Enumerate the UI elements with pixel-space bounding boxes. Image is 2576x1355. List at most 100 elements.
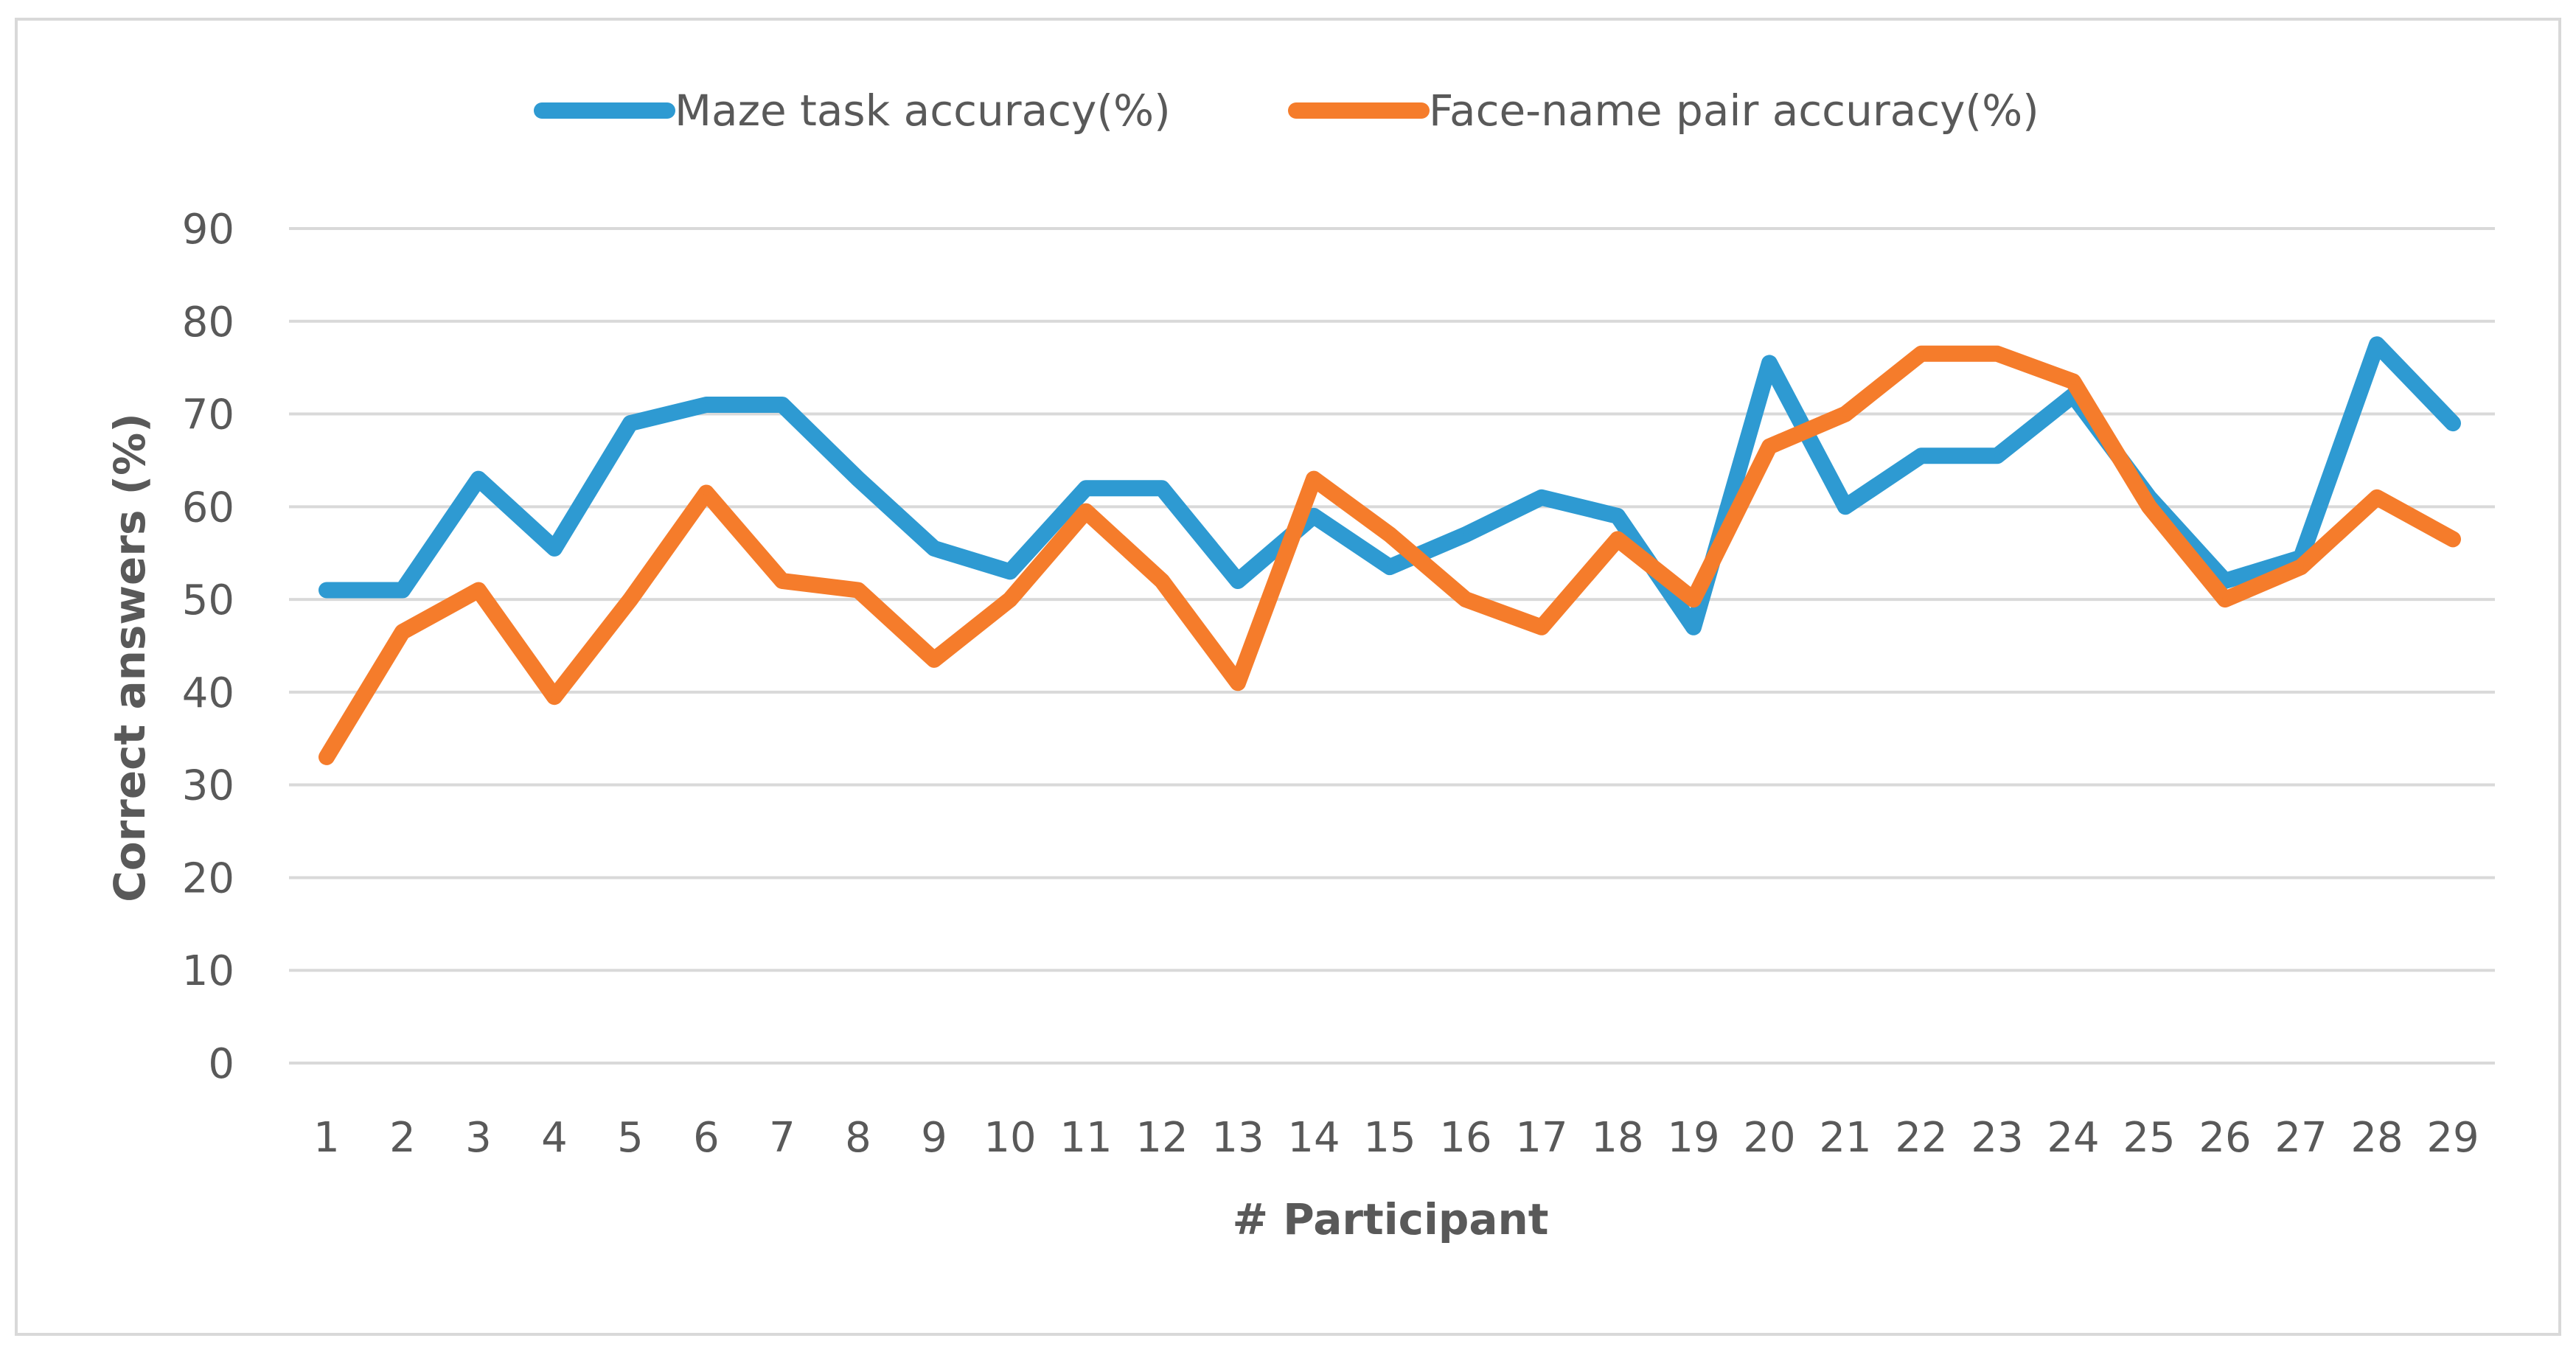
data-point-s1-11 (1083, 508, 1089, 515)
x-tick-label-8: 8 (845, 1114, 871, 1162)
data-point-s1-18 (1615, 536, 1621, 543)
x-tick-label-21: 21 (1819, 1114, 1871, 1162)
x-tick-label-13: 13 (1211, 1114, 1264, 1162)
data-point-s0-11 (1083, 485, 1089, 492)
x-tick-label-23: 23 (1971, 1114, 2023, 1162)
series-lines (318, 336, 2461, 765)
legend: Maze task accuracy(%) Face-name pair acc… (534, 86, 2039, 136)
x-tick-label-26: 26 (2199, 1114, 2251, 1162)
data-point-s1-8 (855, 587, 861, 593)
data-point-s0-23 (1994, 453, 2000, 459)
x-tick-label-12: 12 (1135, 1114, 1188, 1162)
data-point-s1-25 (2146, 504, 2152, 510)
x-tick-label-3: 3 (465, 1114, 492, 1162)
y-tick-label-80: 80 (182, 299, 234, 346)
x-tick-label-25: 25 (2123, 1114, 2175, 1162)
data-point-s0-4 (551, 545, 557, 551)
data-point-s0-16 (1463, 532, 1469, 538)
x-tick-label-22: 22 (1895, 1114, 1947, 1162)
data-point-s1-6 (703, 490, 709, 496)
data-point-s0-14 (1311, 512, 1317, 519)
data-point-s1-4 (551, 694, 557, 700)
data-point-s1-19 (1691, 596, 1696, 603)
data-point-s1-9 (931, 656, 937, 663)
y-tick-label-20: 20 (182, 854, 234, 902)
data-point-s0-29 (2450, 420, 2456, 427)
data-point-s1-23 (1994, 350, 2000, 357)
data-point-s0-7 (779, 401, 785, 408)
chart-border (15, 18, 2561, 1336)
data-point-s1-5 (627, 596, 633, 603)
y-tick-label-10: 10 (182, 947, 234, 995)
data-point-s1-7 (779, 577, 785, 584)
data-point-s0-1 (324, 587, 330, 593)
data-point-s0-17 (1539, 494, 1545, 501)
data-point-s1-1 (324, 753, 330, 760)
data-point-s0-2 (400, 587, 405, 593)
legend-label-maze: Maze task accuracy(%) (675, 86, 1171, 136)
x-tick-label-29: 29 (2426, 1114, 2479, 1162)
x-tick-label-20: 20 (1743, 1114, 1795, 1162)
data-point-s0-5 (627, 420, 633, 427)
data-point-s0-15 (1387, 564, 1393, 571)
x-tick-label-2: 2 (389, 1114, 416, 1162)
data-point-s0-8 (855, 476, 861, 482)
data-point-s0-9 (931, 545, 937, 551)
x-tick-label-27: 27 (2274, 1114, 2327, 1162)
data-point-s0-3 (476, 476, 481, 482)
gridlines (289, 227, 2495, 1065)
data-point-s1-29 (2450, 536, 2456, 543)
x-tick-label-4: 4 (541, 1114, 568, 1162)
data-point-s1-10 (1007, 596, 1013, 603)
data-point-s0-26 (2222, 577, 2228, 584)
data-point-s1-28 (2374, 494, 2380, 501)
data-point-s1-2 (400, 629, 405, 635)
y-tick-label-40: 40 (182, 669, 234, 717)
data-point-s0-28 (2374, 341, 2380, 348)
data-point-s0-18 (1615, 512, 1621, 519)
data-point-s0-13 (1235, 577, 1241, 584)
x-tick-label-16: 16 (1439, 1114, 1491, 1162)
y-tick-label-90: 90 (182, 206, 234, 254)
data-point-s1-14 (1311, 476, 1317, 482)
data-point-s1-17 (1539, 624, 1545, 630)
y-tick-label-30: 30 (182, 762, 234, 810)
data-point-s0-20 (1766, 360, 1772, 366)
legend-label-face-name: Face-name pair accuracy(%) (1429, 86, 2039, 136)
x-tick-label-9: 9 (921, 1114, 947, 1162)
data-point-s0-19 (1691, 624, 1696, 630)
data-point-s0-22 (1918, 453, 1924, 459)
y-tick-label-70: 70 (182, 391, 234, 439)
data-point-s1-21 (1842, 411, 1848, 417)
x-tick-label-6: 6 (693, 1114, 720, 1162)
x-tick-label-18: 18 (1591, 1114, 1643, 1162)
x-axis-title: # Participant (1232, 1194, 1548, 1244)
data-point-s0-10 (1007, 568, 1013, 575)
data-point-s1-3 (476, 587, 481, 593)
data-point-s1-26 (2222, 596, 2228, 603)
x-tick-label-28: 28 (2350, 1114, 2403, 1162)
x-tick-label-5: 5 (617, 1114, 644, 1162)
y-axis-ticks: 0 10 20 30 40 50 60 70 80 90 (182, 206, 234, 1088)
x-tick-label-24: 24 (2047, 1114, 2099, 1162)
x-tick-label-11: 11 (1059, 1114, 1112, 1162)
x-tick-label-15: 15 (1363, 1114, 1416, 1162)
y-axis-title: Correct answers (%) (105, 413, 155, 902)
data-point-s0-21 (1842, 504, 1848, 510)
data-point-s1-13 (1235, 680, 1241, 686)
x-tick-label-17: 17 (1515, 1114, 1567, 1162)
x-tick-label-7: 7 (769, 1114, 796, 1162)
data-point-s1-22 (1918, 350, 1924, 357)
data-point-s1-24 (2070, 378, 2076, 385)
x-tick-label-14: 14 (1287, 1114, 1340, 1162)
x-tick-label-10: 10 (984, 1114, 1036, 1162)
x-tick-label-19: 19 (1667, 1114, 1719, 1162)
y-tick-label-0: 0 (208, 1040, 234, 1088)
data-point-s1-15 (1387, 532, 1393, 538)
x-axis-ticks: 1 2 3 4 5 6 7 8 9 10 11 12 13 14 15 16 17 18 19 20 21 22 23 24 2… (313, 1114, 2479, 1162)
data-point-s0-6 (703, 401, 709, 408)
y-tick-label-50: 50 (182, 577, 234, 624)
y-tick-label-60: 60 (182, 484, 234, 532)
